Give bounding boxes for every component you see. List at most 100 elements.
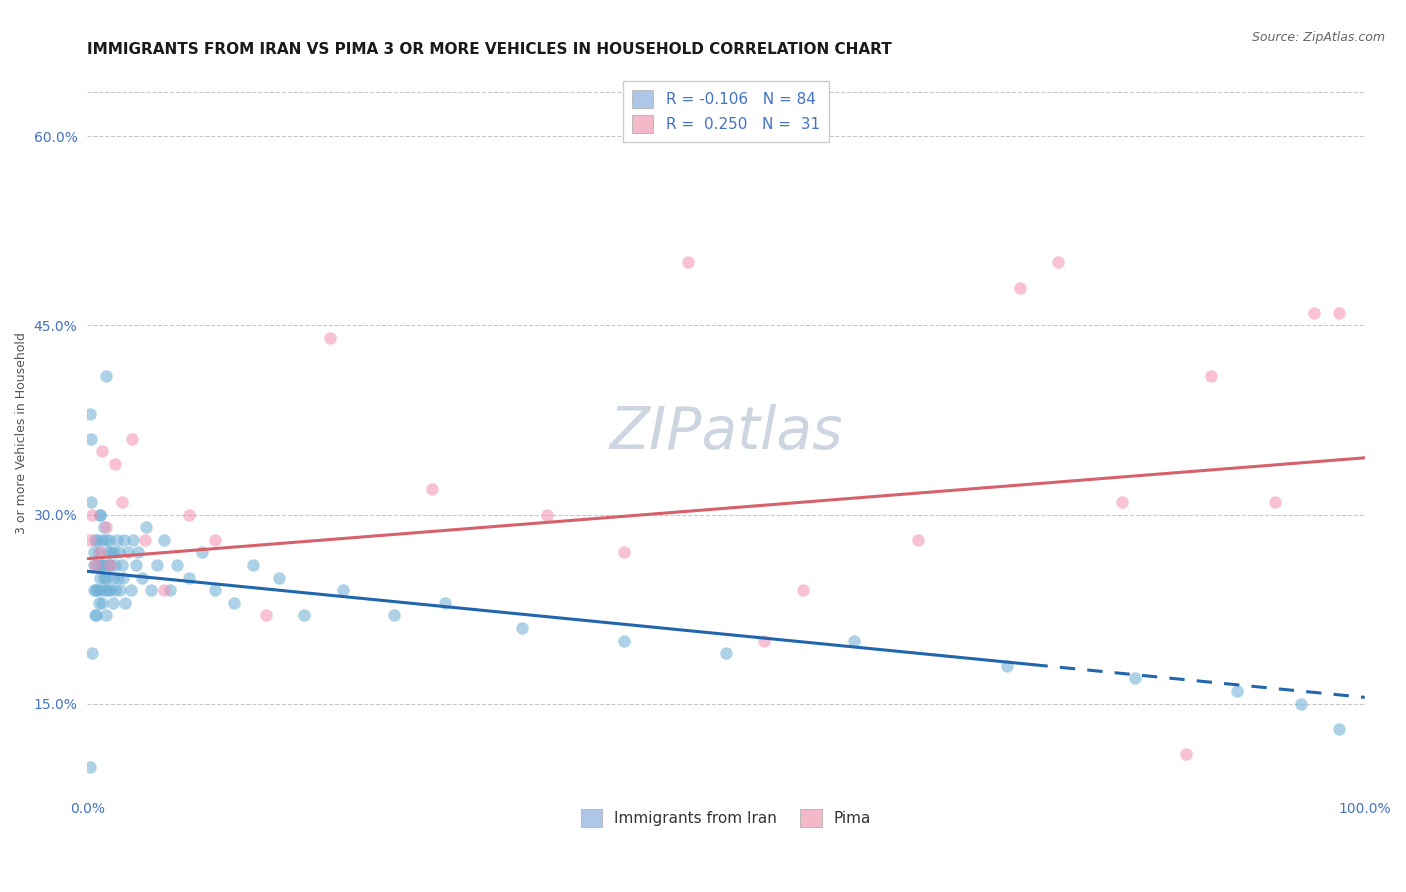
Point xyxy=(1302,306,1324,320)
Point xyxy=(907,533,929,547)
Point xyxy=(204,533,226,547)
Point xyxy=(242,558,264,572)
Point xyxy=(153,533,176,547)
Point xyxy=(204,583,226,598)
Point xyxy=(1327,306,1350,320)
Point xyxy=(254,608,277,623)
Point xyxy=(90,558,112,572)
Point xyxy=(179,571,201,585)
Point xyxy=(111,558,134,572)
Point xyxy=(613,545,636,559)
Point xyxy=(96,608,118,623)
Point xyxy=(676,255,699,269)
Point xyxy=(90,583,112,598)
Point xyxy=(127,545,149,559)
Point xyxy=(83,608,105,623)
Point xyxy=(93,571,115,585)
Point xyxy=(97,583,120,598)
Point xyxy=(510,621,533,635)
Point xyxy=(995,658,1018,673)
Point xyxy=(792,583,814,598)
Point xyxy=(420,483,443,497)
Point xyxy=(101,571,124,585)
Point xyxy=(108,545,131,559)
Point xyxy=(91,533,114,547)
Text: ZIPatlas: ZIPatlas xyxy=(609,404,842,461)
Point xyxy=(105,533,128,547)
Point xyxy=(107,571,129,585)
Point xyxy=(754,633,776,648)
Point xyxy=(131,571,153,585)
Point xyxy=(842,633,865,648)
Point xyxy=(433,596,456,610)
Point xyxy=(1047,255,1070,269)
Point xyxy=(83,545,105,559)
Point xyxy=(121,432,143,446)
Point xyxy=(91,596,114,610)
Point xyxy=(104,583,127,598)
Text: IMMIGRANTS FROM IRAN VS PIMA 3 OR MORE VEHICLES IN HOUSEHOLD CORRELATION CHART: IMMIGRANTS FROM IRAN VS PIMA 3 OR MORE V… xyxy=(87,42,891,57)
Point xyxy=(79,533,101,547)
Point xyxy=(79,760,101,774)
Y-axis label: 3 or more Vehicles in Household: 3 or more Vehicles in Household xyxy=(15,332,28,533)
Point xyxy=(98,558,121,572)
Point xyxy=(82,508,104,522)
Point xyxy=(1008,280,1031,294)
Point xyxy=(159,583,181,598)
Point xyxy=(166,558,188,572)
Point xyxy=(1226,684,1249,698)
Point xyxy=(613,633,636,648)
Text: Source: ZipAtlas.com: Source: ZipAtlas.com xyxy=(1251,31,1385,45)
Point xyxy=(153,583,176,598)
Point xyxy=(1174,747,1197,761)
Point xyxy=(110,583,132,598)
Point xyxy=(319,331,342,345)
Point xyxy=(714,646,737,660)
Point xyxy=(89,508,111,522)
Point xyxy=(111,571,134,585)
Point xyxy=(96,571,118,585)
Point xyxy=(89,545,111,559)
Point xyxy=(86,583,108,598)
Point xyxy=(1289,697,1312,711)
Point xyxy=(89,571,111,585)
Point xyxy=(1327,722,1350,736)
Point xyxy=(96,520,118,534)
Point xyxy=(100,545,122,559)
Point xyxy=(117,545,139,559)
Point xyxy=(84,583,107,598)
Point xyxy=(79,407,101,421)
Point xyxy=(292,608,315,623)
Point xyxy=(86,533,108,547)
Point xyxy=(1264,495,1286,509)
Point xyxy=(139,583,162,598)
Point xyxy=(83,558,105,572)
Point xyxy=(97,533,120,547)
Point xyxy=(80,495,103,509)
Point xyxy=(1201,368,1223,383)
Point xyxy=(80,432,103,446)
Point xyxy=(536,508,558,522)
Point xyxy=(97,545,120,559)
Point xyxy=(84,608,107,623)
Point xyxy=(103,545,125,559)
Point xyxy=(101,596,124,610)
Point xyxy=(87,596,110,610)
Point xyxy=(122,533,145,547)
Point xyxy=(91,444,114,458)
Point xyxy=(382,608,405,623)
Point xyxy=(96,368,118,383)
Point xyxy=(120,583,142,598)
Point xyxy=(83,583,105,598)
Point xyxy=(104,558,127,572)
Point xyxy=(89,508,111,522)
Point xyxy=(83,533,105,547)
Point xyxy=(1123,672,1146,686)
Legend: Immigrants from Iran, Pima: Immigrants from Iran, Pima xyxy=(574,802,879,835)
Point xyxy=(94,558,117,572)
Point xyxy=(98,583,121,598)
Point xyxy=(114,596,136,610)
Point xyxy=(96,533,118,547)
Point xyxy=(93,520,115,534)
Point xyxy=(111,495,134,509)
